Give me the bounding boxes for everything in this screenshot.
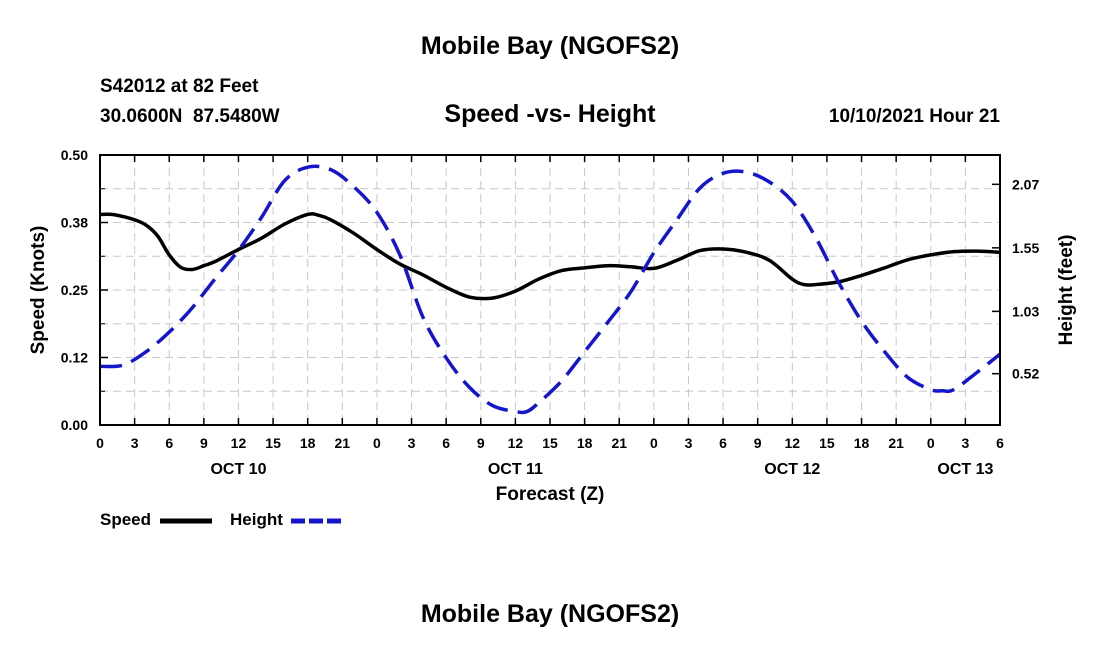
x-tick-label: 6	[996, 435, 1004, 451]
x-tick-label: 15	[819, 435, 835, 451]
station-label: S42012 at 82 Feet	[100, 76, 259, 97]
left-tick-label: 0.12	[61, 350, 88, 366]
y-axis-title-right: Height (feet)	[1056, 235, 1077, 346]
x-axis-title: Forecast (Z)	[496, 484, 605, 505]
x-tick-label: 18	[300, 435, 316, 451]
day-label: OCT 11	[488, 461, 543, 478]
x-tick-label: 9	[754, 435, 762, 451]
x-tick-label: 9	[477, 435, 485, 451]
left-tick-label: 0.25	[61, 282, 88, 298]
x-tick-label: 12	[785, 435, 801, 451]
series-layer	[100, 164, 1000, 415]
right-tick-label: 2.07	[1012, 176, 1039, 192]
x-tick-label: 0	[96, 435, 104, 451]
x-tick-label: 18	[854, 435, 870, 451]
right-tick-label: 0.52	[1012, 366, 1039, 382]
station-coords: 30.0600N 87.5480W	[100, 106, 280, 127]
chart-subtitle: Speed -vs- Height	[444, 100, 656, 128]
day-label: OCT 10	[210, 461, 266, 478]
chart-title: Mobile Bay (NGOFS2)	[420, 32, 680, 60]
grid	[100, 155, 1000, 425]
day-label: OCT 12	[764, 461, 820, 478]
right-tick-label: 1.55	[1012, 240, 1039, 256]
footer-title: Mobile Bay (NGOFS2)	[420, 600, 680, 628]
forecast-datetime: 10/10/2021 Hour 21	[828, 106, 1000, 127]
x-tick-label: 15	[265, 435, 281, 451]
x-tick-label: 18	[577, 435, 593, 451]
x-tick-label: 6	[719, 435, 727, 451]
height-series-line	[100, 164, 1000, 415]
x-tick-label: 3	[961, 435, 969, 451]
right-tick-label: 1.03	[1012, 303, 1039, 319]
left-tick-label: 0.50	[61, 147, 88, 163]
x-tick-label: 0	[927, 435, 935, 451]
x-tick-label: 12	[231, 435, 247, 451]
axes: 0 3 6 9 12 15 18 21 0 3 6 9 12 15 18 21 0 3 6 9 12 15 18 21 0 3 6 0…	[28, 147, 1077, 505]
x-tick-label: 0	[650, 435, 658, 451]
day-label: OCT 13	[937, 461, 993, 478]
speed-series-line	[100, 212, 1000, 301]
legend: Speed Height	[100, 510, 342, 529]
legend-height-label: Height	[230, 510, 283, 529]
x-tick-label: 9	[200, 435, 208, 451]
x-tick-label: 3	[408, 435, 416, 451]
x-tick-label: 21	[335, 435, 351, 451]
y-axis-title-left: Speed (Knots)	[28, 226, 49, 355]
x-tick-label: 6	[165, 435, 173, 451]
x-tick-label: 21	[611, 435, 627, 451]
x-tick-label: 0	[373, 435, 381, 451]
x-tick-label: 15	[542, 435, 558, 451]
x-tick-label: 21	[888, 435, 904, 451]
legend-speed-label: Speed	[100, 510, 151, 529]
left-tick-label: 0.00	[61, 417, 88, 433]
x-tick-label: 3	[685, 435, 693, 451]
x-tick-label: 12	[508, 435, 524, 451]
x-tick-label: 6	[442, 435, 450, 451]
left-tick-label: 0.38	[61, 215, 88, 231]
x-tick-label: 3	[131, 435, 139, 451]
